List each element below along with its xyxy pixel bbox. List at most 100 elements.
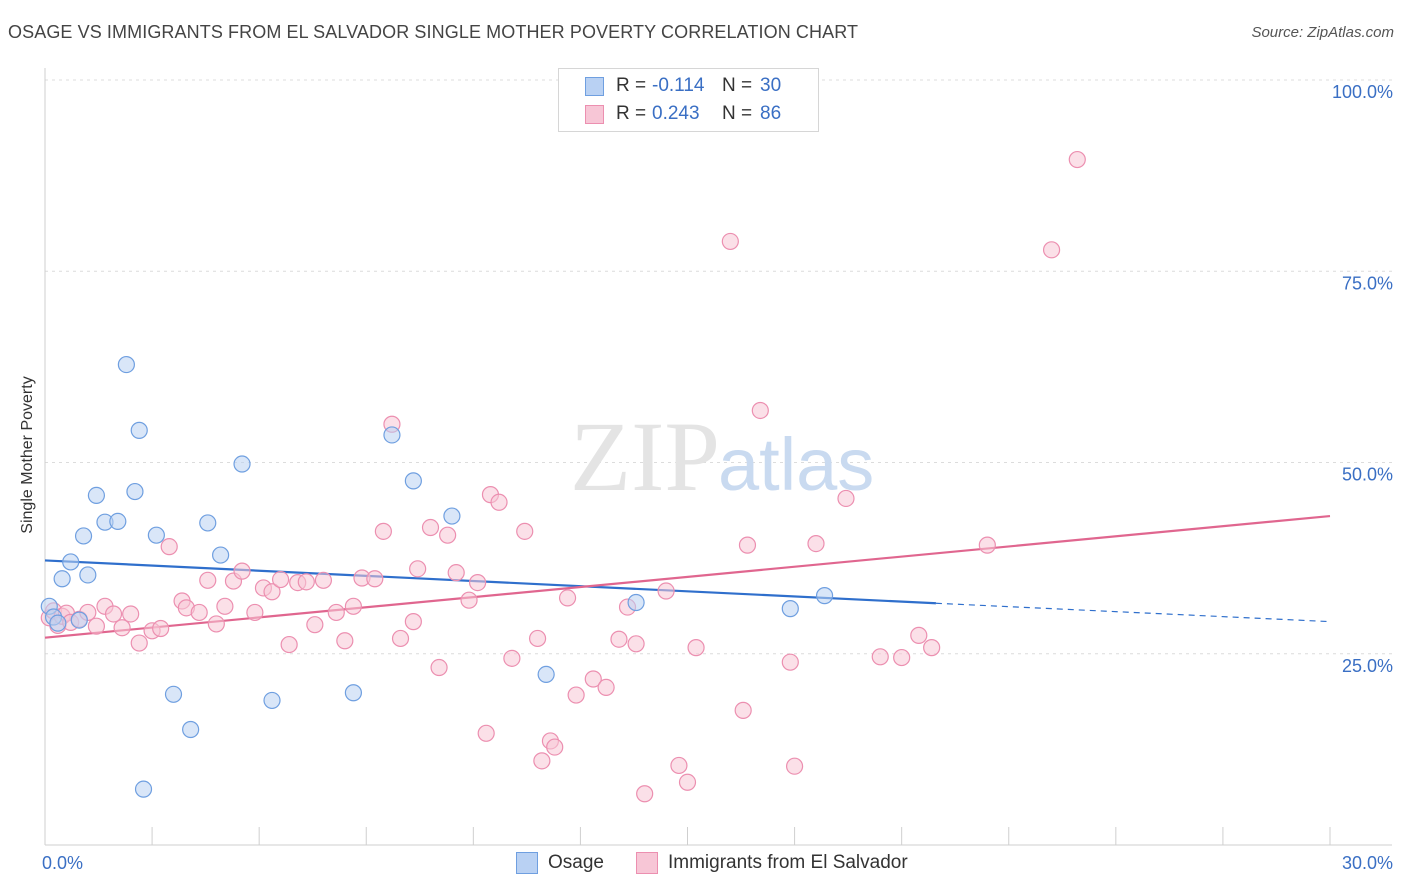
osage-point [117,355,135,374]
osage-point [815,587,834,605]
legend-row-salvador: R = 0.243 N = 86 [585,101,781,127]
salvador-point [374,522,392,540]
salvador-point [447,564,465,582]
salvador-point [460,591,478,609]
x-tick-label: 30.0% [1342,853,1393,873]
series-legend: Osage Immigrants from El Salvador [0,852,1406,878]
salvador-point [584,670,602,688]
salvador-point [263,583,281,601]
salvador-point [246,603,264,622]
salvador-point [104,605,123,623]
osage-point [443,507,461,525]
salvador-point [503,649,521,667]
osage-point [404,472,422,490]
source-note: Source: ZipAtlas.com [1251,24,1394,41]
chart-title: OSAGE VS IMMIGRANTS FROM EL SALVADOR SIN… [8,22,859,42]
salvador-point [533,752,551,770]
tick-labels: 25.0% 50.0% 75.0% 100.0% 0.0% 30.0% [42,82,1393,873]
osage-point [164,685,183,703]
osage-point [383,426,401,444]
salvador-point [297,573,315,591]
correlation-legend: R = -0.114 N = 30 R = 0.243 N = 86 [558,68,819,132]
osage-point [49,614,67,632]
salvador-point [636,785,654,803]
y-tick-label: 75.0% [1342,273,1393,293]
salvador-point [430,658,448,677]
salvador-point [314,571,333,589]
salvador-point [807,534,825,553]
salvador-legend-label: Immigrants from El Salvador [668,852,908,873]
salvador-point [280,635,298,654]
n-label: N = [722,103,753,124]
osage-point [126,482,144,501]
salvador-point [404,613,422,631]
salvador-point [978,536,996,554]
salvador-point [366,570,384,588]
osage-point [109,512,127,531]
r-label: R = [616,75,647,96]
salvador-point [306,616,324,634]
osage-point [212,546,230,564]
salvador-point [678,773,697,791]
salvador-point [893,648,911,667]
salvador-point [271,570,290,589]
salvador-point [391,629,410,648]
n-label: N = [722,75,753,96]
salvador-point [837,489,855,508]
salvador-point [923,639,941,657]
legend-item-salvador: Immigrants from El Salvador [636,852,908,874]
salvador-point [207,615,225,633]
salvador-point [528,629,547,648]
legend-item-osage: Osage [516,852,604,874]
osage-legend-swatch [516,852,538,874]
osage-point [87,486,106,504]
salvador-point [199,571,217,589]
salvador-point [87,617,106,635]
salvador-point [439,526,457,544]
y-tick-label: 50.0% [1342,465,1393,485]
osage-point [62,553,80,571]
salvador-point [160,538,178,556]
salvador-point [567,686,585,704]
salvador-point [597,678,615,697]
legend-row-osage: R = -0.114 N = 30 [585,73,781,99]
salvador-point [738,536,757,554]
r-value: -0.114 [652,75,705,96]
osage-swatch [585,76,604,96]
osage-point [182,720,200,739]
salvador-point [113,619,131,637]
salvador-point [785,757,804,775]
salvador-point [1068,150,1086,169]
salvador-point [687,639,705,657]
salvador-point [152,619,170,638]
salvador-point [344,597,362,615]
salvador-point [1042,241,1061,259]
osage-point [74,527,93,545]
osage-point [537,665,555,684]
osage-point [70,611,88,629]
salvador-point [781,653,799,671]
salvador-point [130,634,148,652]
salvador-point [721,232,739,251]
salvador-point [421,518,440,537]
salvador-point [751,401,769,420]
x-tick-label: 0.0% [42,853,83,873]
r-label: R = [616,103,647,124]
salvador-point [670,756,688,775]
salvador-point [610,630,628,648]
salvador-point [233,562,251,580]
osage-point [344,684,362,702]
n-value: 30 [760,75,782,96]
osage-point [79,566,97,584]
salvador-point [490,493,508,511]
salvador-point [627,635,645,653]
salvador-point [516,522,534,540]
r-value: 0.243 [652,103,700,124]
n-value: 86 [760,103,782,124]
salvador-point [477,724,495,742]
osage-trend-extension [935,602,1331,623]
salvador-point [216,597,234,615]
osage-point [199,514,217,532]
salvador-point [910,626,928,644]
